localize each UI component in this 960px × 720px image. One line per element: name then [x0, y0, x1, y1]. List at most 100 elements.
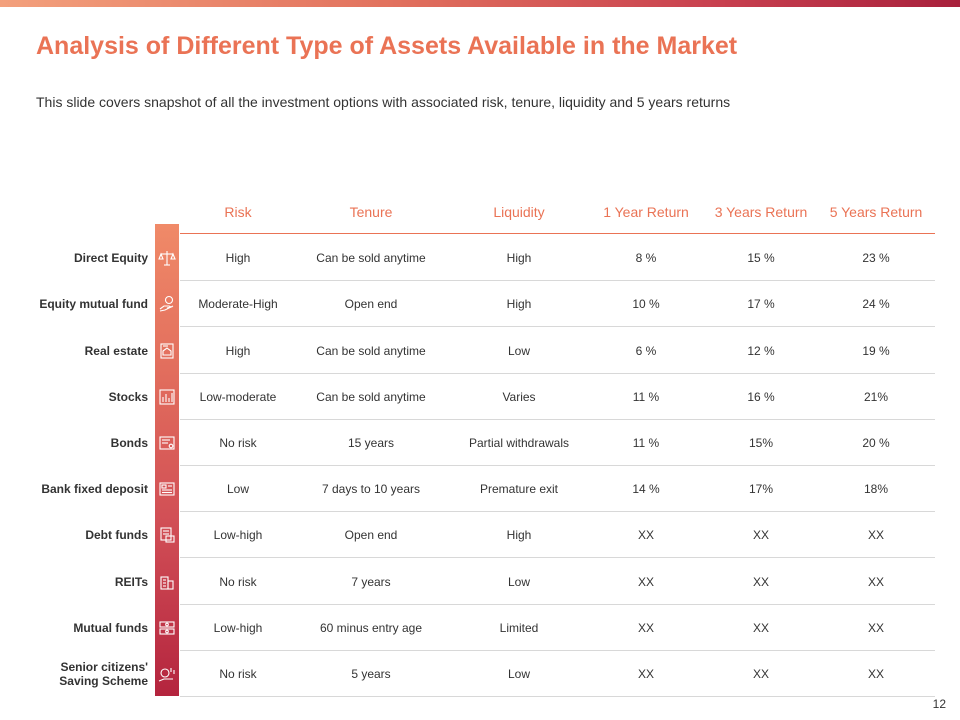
cell-3-years-return: 17 %	[747, 297, 775, 311]
row-label-debt-funds: Debt funds	[85, 528, 148, 542]
cell-5-years-return: XX	[867, 575, 884, 589]
table-row: Low-high Open end High XX XX XX	[180, 512, 935, 558]
cell-3-years-return: 15 %	[747, 251, 775, 265]
cell-1-year-return: XX	[637, 667, 654, 681]
row-label-bank-fixed-deposit: Bank fixed deposit	[41, 482, 148, 496]
building-icon	[155, 559, 179, 605]
cell-risk: No risk	[219, 436, 257, 450]
cell-1-year-return: XX	[637, 575, 654, 589]
table-row: Low 7 days to 10 years Premature exit 14…	[180, 466, 935, 512]
cell-liquidity: Varies	[502, 390, 536, 404]
scales-icon	[155, 235, 179, 281]
deposit-receipt-icon	[155, 466, 179, 512]
cell-liquidity: Limited	[499, 621, 539, 635]
cell-1-year-return: 8 %	[635, 251, 657, 265]
cell-1-year-return: 11 %	[632, 390, 660, 404]
cell-3-years-return: 12 %	[747, 344, 775, 358]
cell-liquidity: Low	[507, 575, 530, 589]
page-subtitle: This slide covers snapshot of all the in…	[36, 94, 731, 110]
certificate-icon	[155, 420, 179, 466]
cell-tenure: Can be sold anytime	[316, 344, 426, 358]
row-label-stocks: Stocks	[108, 390, 148, 404]
header-5-years-return: 5 Years Return	[829, 204, 923, 220]
hand-coin-icon	[155, 281, 179, 327]
header-3-years-return: 3 Years Return	[714, 204, 808, 220]
table-row: High Can be sold anytime High 8 % 15 % 2…	[180, 235, 935, 281]
table-row: No risk 7 years Low XX XX XX	[180, 559, 935, 605]
cell-3-years-return: XX	[752, 575, 769, 589]
cell-risk: No risk	[219, 575, 257, 589]
cell-risk: High	[225, 344, 251, 358]
row-label-equity-mutual-fund: Equity mutual fund	[39, 297, 148, 311]
table-row: No risk 5 years Low XX XX XX	[180, 651, 935, 697]
cell-1-year-return: 6 %	[635, 344, 657, 358]
cell-liquidity: Partial withdrawals	[468, 436, 570, 450]
cell-risk: No risk	[219, 667, 257, 681]
cell-tenure: Can be sold anytime	[316, 251, 426, 265]
cell-5-years-return: 19 %	[862, 344, 890, 358]
cell-risk: Low-moderate	[199, 390, 277, 404]
cell-tenure: 5 years	[351, 667, 391, 681]
cell-1-year-return: 11 %	[632, 436, 660, 450]
savings-hand-icon	[155, 651, 179, 697]
cell-1-year-return: XX	[637, 621, 654, 635]
header-risk: Risk	[224, 204, 252, 220]
cell-risk: Low	[226, 482, 249, 496]
cell-3-years-return: XX	[752, 528, 769, 542]
cell-tenure: 60 minus entry age	[319, 621, 423, 635]
cell-1-year-return: XX	[637, 528, 654, 542]
cell-3-years-return: 17%	[748, 482, 774, 496]
cell-1-year-return: 10 %	[632, 297, 660, 311]
cell-5-years-return: XX	[867, 621, 884, 635]
cell-liquidity: Premature exit	[479, 482, 559, 496]
cell-5-years-return: XX	[867, 528, 884, 542]
money-stack-icon	[155, 605, 179, 651]
cell-tenure: Open end	[344, 528, 398, 542]
top-accent-bar	[0, 0, 960, 7]
row-label-reits: REITs	[114, 575, 148, 589]
cell-liquidity: Low	[507, 667, 530, 681]
cell-5-years-return: 20 %	[862, 436, 890, 450]
cell-1-year-return: 14 %	[632, 482, 660, 496]
cell-5-years-return: 23 %	[862, 251, 890, 265]
header-1-year-return: 1 Year Return	[603, 204, 689, 220]
cell-3-years-return: XX	[752, 667, 769, 681]
table-row: Low-moderate Can be sold anytime Varies …	[180, 374, 935, 420]
cell-5-years-return: XX	[867, 667, 884, 681]
cell-3-years-return: 15%	[748, 436, 774, 450]
property-document-icon	[155, 328, 179, 374]
table-row: High Can be sold anytime Low 6 % 12 % 19…	[180, 328, 935, 374]
page-title: Analysis of Different Type of Assets Ava…	[36, 32, 738, 60]
cell-risk: Low-high	[213, 621, 263, 635]
cell-5-years-return: 24 %	[862, 297, 890, 311]
page-number: 12	[932, 697, 946, 711]
table-row: Low-high 60 minus entry age Limited XX X…	[180, 605, 935, 651]
row-label-senior-citizens-saving-scheme: Senior citizens' Saving Scheme	[59, 660, 148, 688]
bar-chart-icon	[155, 374, 179, 420]
cell-tenure: 7 days to 10 years	[321, 482, 421, 496]
header-tenure: Tenure	[349, 204, 393, 220]
cell-5-years-return: 21%	[863, 390, 889, 404]
cell-risk: Low-high	[213, 528, 263, 542]
asset-icon-strip	[155, 224, 179, 696]
table-row: No risk 15 years Partial withdrawals 11 …	[180, 420, 935, 466]
cell-risk: Moderate-High	[198, 297, 278, 311]
invoice-icon	[155, 512, 179, 558]
cell-liquidity: Low	[507, 344, 530, 358]
cell-tenure: Can be sold anytime	[316, 390, 426, 404]
cell-liquidity: High	[506, 297, 532, 311]
cell-3-years-return: 16 %	[747, 390, 775, 404]
cell-5-years-return: 18%	[863, 482, 889, 496]
cell-liquidity: High	[506, 251, 532, 265]
row-label-direct-equity: Direct Equity	[73, 251, 148, 265]
row-label-bonds: Bonds	[110, 436, 148, 450]
row-label-real-estate: Real estate	[84, 344, 148, 358]
table-header: Risk Tenure Liquidity 1 Year Return 3 Ye…	[180, 196, 935, 234]
table-row: Moderate-High Open end High 10 % 17 % 24…	[180, 281, 935, 327]
cell-tenure: 15 years	[347, 436, 395, 450]
cell-3-years-return: XX	[752, 621, 769, 635]
cell-tenure: 7 years	[351, 575, 391, 589]
cell-risk: High	[225, 251, 251, 265]
cell-liquidity: High	[506, 528, 532, 542]
header-liquidity: Liquidity	[493, 204, 545, 220]
